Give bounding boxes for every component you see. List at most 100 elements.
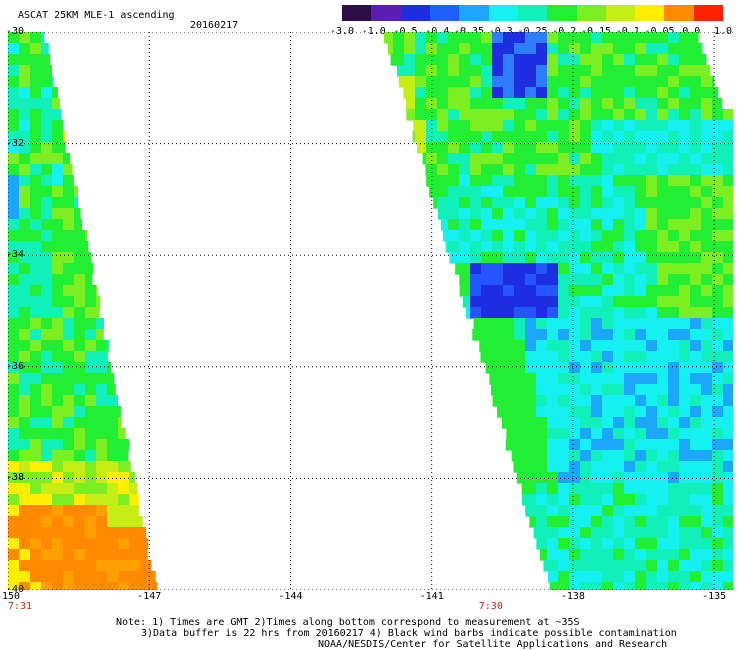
swath-pixel xyxy=(690,230,702,242)
swath-pixel xyxy=(690,582,702,590)
swath-pixel xyxy=(470,307,482,319)
swath-pixel xyxy=(657,43,669,55)
swath-pixel xyxy=(712,109,724,121)
swath-pixel xyxy=(657,560,669,572)
swath-pixel xyxy=(41,296,53,308)
swath-pixel xyxy=(41,505,53,517)
swath-pixel xyxy=(723,395,733,407)
swath-pixel xyxy=(679,560,691,572)
swath-pixel xyxy=(415,98,427,110)
swath-pixel xyxy=(602,131,614,143)
swath-pixel xyxy=(613,98,625,110)
swath-pixel xyxy=(514,450,526,462)
swath-pixel xyxy=(30,527,42,539)
swath-pixel xyxy=(679,362,691,374)
swath-pixel xyxy=(591,417,603,429)
swath-pixel xyxy=(52,417,64,429)
swath-pixel xyxy=(591,318,603,330)
swath-pixel xyxy=(580,483,592,495)
swath-pixel xyxy=(668,175,680,187)
swath-pixel xyxy=(41,230,53,242)
swath-pixel xyxy=(602,296,614,308)
swath-pixel xyxy=(514,65,526,77)
swath-pixel xyxy=(503,296,515,308)
swath-pixel xyxy=(539,549,552,561)
swath-pixel xyxy=(448,87,460,99)
swath-pixel xyxy=(569,384,581,396)
swath-pixel xyxy=(657,527,669,539)
swath-pixel xyxy=(701,527,713,539)
colorbar-swatch xyxy=(576,5,606,21)
latitude-label: -34 xyxy=(6,249,25,261)
swath-pixel xyxy=(8,450,20,462)
swath-pixel xyxy=(503,87,515,99)
swath-pixel xyxy=(690,263,702,275)
swath-pixel xyxy=(459,43,471,55)
swath-pixel xyxy=(646,65,658,77)
swath-pixel xyxy=(118,483,130,495)
swath-pixel xyxy=(723,307,733,319)
swath-pixel xyxy=(635,582,647,590)
swath-pixel xyxy=(646,340,658,352)
swath-pixel xyxy=(558,582,570,590)
swath-pixel xyxy=(613,54,625,66)
swath-pixel xyxy=(52,373,64,385)
swath-pixel xyxy=(525,417,537,429)
swath-pixel xyxy=(41,263,53,275)
swath-pixel xyxy=(701,351,713,363)
swath-pixel xyxy=(624,153,636,165)
swath-pixel xyxy=(558,285,570,297)
swath-pixel xyxy=(657,571,669,583)
swath-pixel xyxy=(459,197,471,209)
swath-pixel xyxy=(19,186,31,198)
swath-pixel xyxy=(613,76,625,88)
swath-pixel xyxy=(30,164,42,176)
swath-pixel xyxy=(52,439,64,451)
swath-pixel xyxy=(441,219,453,231)
swath-pixel xyxy=(613,439,625,451)
swath-pixel xyxy=(646,285,658,297)
swath-pixel xyxy=(74,197,79,209)
swath-pixel xyxy=(514,417,526,429)
swath-pixel xyxy=(8,483,20,495)
swath-pixel xyxy=(415,131,427,143)
swath-pixel xyxy=(690,395,702,407)
swath-pixel xyxy=(52,208,64,220)
swath-pixel xyxy=(30,197,42,209)
swath-pixel xyxy=(536,318,548,330)
swath-pixel xyxy=(74,472,86,484)
swath-pixel xyxy=(558,186,570,198)
swath-pixel xyxy=(96,285,97,297)
swath-pixel xyxy=(96,351,108,363)
swath-pixel xyxy=(657,505,669,517)
colorbar-swatch xyxy=(693,5,724,21)
swath-pixel xyxy=(404,43,416,55)
swath-pixel xyxy=(679,395,691,407)
swath-pixel xyxy=(558,32,570,44)
swath-pixel xyxy=(635,494,647,506)
swath-pixel xyxy=(536,296,548,308)
swath-pixel xyxy=(679,109,691,121)
swath-pixel xyxy=(690,65,702,77)
swath-pixel xyxy=(19,351,31,363)
swath-pixel xyxy=(602,230,614,242)
swath-pixel xyxy=(514,164,526,176)
swath-pixel xyxy=(690,131,702,143)
swath-pixel xyxy=(679,32,691,44)
swath-pixel xyxy=(492,296,504,308)
swath-pixel xyxy=(52,131,64,143)
swath-pixel xyxy=(635,120,647,132)
swath-pixel xyxy=(624,32,636,44)
swath-pixel xyxy=(8,87,20,99)
swath-pixel xyxy=(679,527,691,539)
swath-pixel xyxy=(668,32,680,44)
swath-pixel xyxy=(481,120,493,132)
colorbar-swatch xyxy=(547,5,577,21)
swath-pixel xyxy=(514,208,526,220)
swath-pixel xyxy=(129,494,139,506)
swath-pixel xyxy=(580,395,592,407)
swath-pixel xyxy=(712,197,724,209)
swath-pixel xyxy=(701,483,713,495)
swath-pixel xyxy=(52,120,64,132)
swath-pixel xyxy=(8,263,20,275)
